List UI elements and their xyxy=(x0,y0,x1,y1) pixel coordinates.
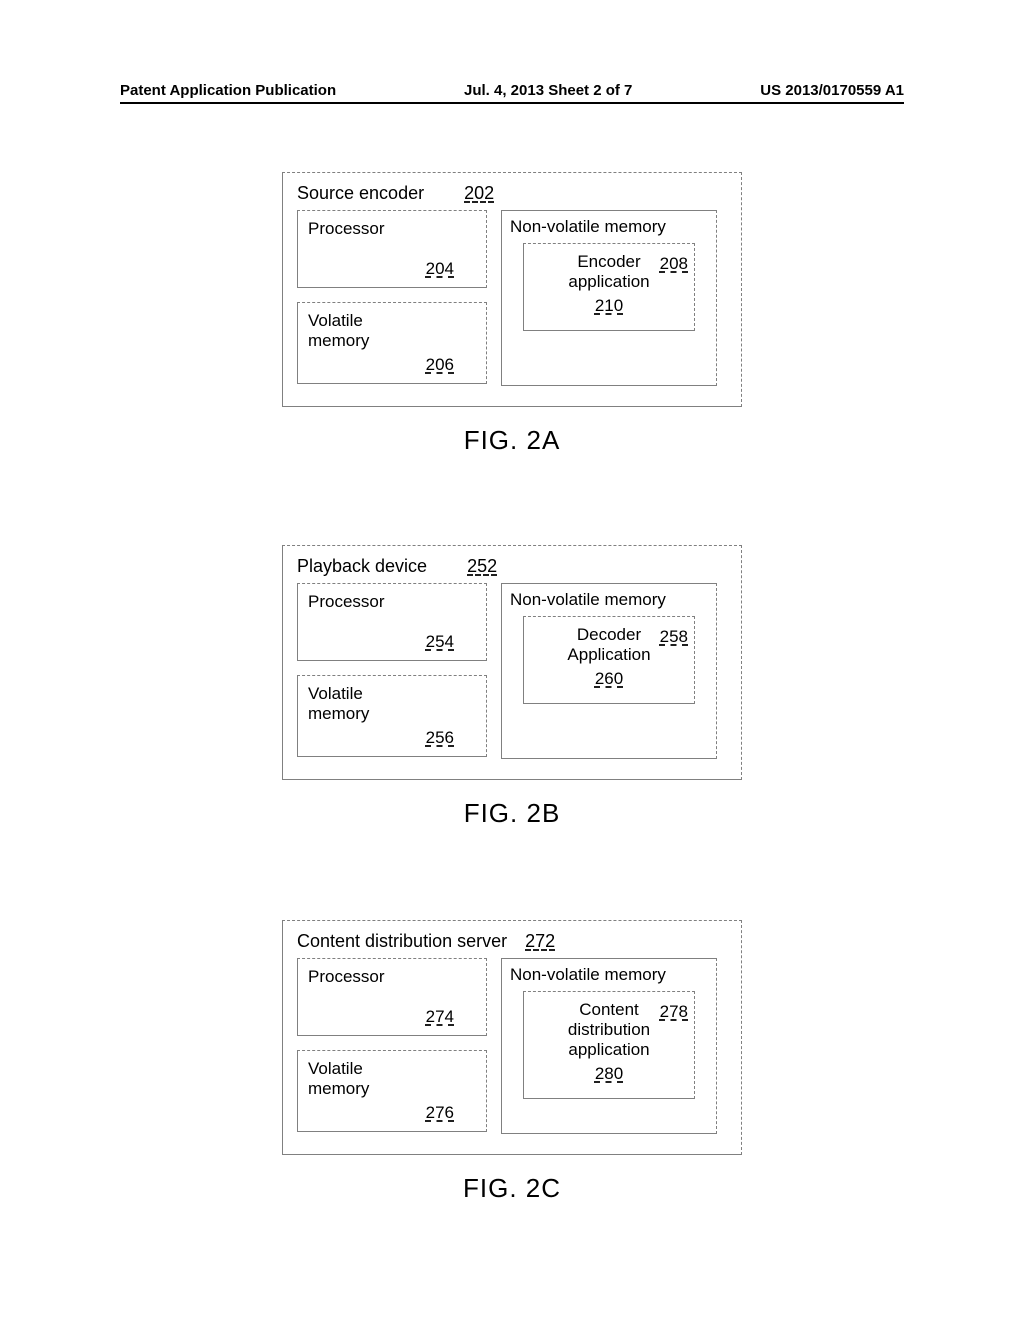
page-header: Patent Application Publication Jul. 4, 2… xyxy=(0,82,1024,99)
nvm-title: Non-volatile memory xyxy=(510,217,708,237)
nvm-ref: 208 xyxy=(660,254,688,274)
right-column: Non-volatile memory 208 Encoder applicat… xyxy=(501,210,717,386)
app-label: Content distribution application xyxy=(554,1000,664,1060)
nvm-title: Non-volatile memory xyxy=(510,590,708,610)
outer-title-text: Content distribution server xyxy=(297,931,507,952)
left-column: Processor 274 Volatile memory 276 xyxy=(297,958,487,1132)
outer-title: Content distribution server 272 xyxy=(297,931,727,952)
outer-title: Playback device 252 xyxy=(297,556,727,577)
processor-label: Processor xyxy=(308,219,476,239)
figure-2a: Source encoder 202 Processor 204 Volatil… xyxy=(0,172,1024,456)
left-column: Processor 254 Volatile memory 256 xyxy=(297,583,487,757)
figure-caption: FIG. 2C xyxy=(463,1173,561,1204)
app-label: Encoder application xyxy=(559,252,659,292)
processor-ref: 254 xyxy=(426,632,454,652)
nvm-ref: 278 xyxy=(660,1002,688,1022)
header-right: US 2013/0170559 A1 xyxy=(760,82,904,99)
outer-title-text: Playback device xyxy=(297,556,427,577)
volatile-label: Volatile memory xyxy=(308,684,398,724)
processor-box: Processor 254 xyxy=(297,583,487,661)
header-left: Patent Application Publication xyxy=(120,82,336,99)
processor-box: Processor 204 xyxy=(297,210,487,288)
patent-page: Patent Application Publication Jul. 4, 2… xyxy=(0,0,1024,1320)
figure-2b: Playback device 252 Processor 254 Volati… xyxy=(0,545,1024,829)
outer-ref: 202 xyxy=(464,183,494,204)
app-ref: 260 xyxy=(532,669,686,689)
nvm-box: Non-volatile memory 208 Encoder applicat… xyxy=(501,210,717,386)
outer-ref: 272 xyxy=(525,931,555,952)
volatile-memory-box: Volatile memory 206 xyxy=(297,302,487,384)
processor-ref: 204 xyxy=(426,259,454,279)
content-distribution-server-box: Content distribution server 272 Processo… xyxy=(282,920,742,1155)
processor-box: Processor 274 xyxy=(297,958,487,1036)
volatile-ref: 276 xyxy=(426,1103,454,1123)
nvm-title: Non-volatile memory xyxy=(510,965,708,985)
columns: Processor 274 Volatile memory 276 Non-vo… xyxy=(297,958,727,1134)
source-encoder-box: Source encoder 202 Processor 204 Volatil… xyxy=(282,172,742,407)
decoder-app-box: 258 Decoder Application 260 xyxy=(523,616,695,704)
processor-label: Processor xyxy=(308,592,476,612)
columns: Processor 204 Volatile memory 206 Non-vo… xyxy=(297,210,727,386)
nvm-ref: 258 xyxy=(660,627,688,647)
volatile-label: Volatile memory xyxy=(308,311,398,351)
processor-label: Processor xyxy=(308,967,476,987)
volatile-memory-box: Volatile memory 256 xyxy=(297,675,487,757)
app-label: Decoder Application xyxy=(559,625,659,665)
outer-title: Source encoder 202 xyxy=(297,183,727,204)
figure-2c: Content distribution server 272 Processo… xyxy=(0,920,1024,1204)
outer-title-text: Source encoder xyxy=(297,183,424,204)
header-rule xyxy=(120,102,904,104)
volatile-label: Volatile memory xyxy=(308,1059,398,1099)
left-column: Processor 204 Volatile memory 206 xyxy=(297,210,487,384)
volatile-ref: 206 xyxy=(426,355,454,375)
playback-device-box: Playback device 252 Processor 254 Volati… xyxy=(282,545,742,780)
right-column: Non-volatile memory 278 Content distribu… xyxy=(501,958,717,1134)
app-ref: 280 xyxy=(532,1064,686,1084)
nvm-box: Non-volatile memory 278 Content distribu… xyxy=(501,958,717,1134)
volatile-ref: 256 xyxy=(426,728,454,748)
volatile-memory-box: Volatile memory 276 xyxy=(297,1050,487,1132)
columns: Processor 254 Volatile memory 256 Non-vo… xyxy=(297,583,727,759)
outer-ref: 252 xyxy=(467,556,497,577)
nvm-box: Non-volatile memory 258 Decoder Applicat… xyxy=(501,583,717,759)
figure-caption: FIG. 2B xyxy=(464,798,561,829)
content-distribution-app-box: 278 Content distribution application 280 xyxy=(523,991,695,1099)
header-center: Jul. 4, 2013 Sheet 2 of 7 xyxy=(464,82,632,99)
app-ref: 210 xyxy=(532,296,686,316)
figure-caption: FIG. 2A xyxy=(464,425,561,456)
encoder-app-box: 208 Encoder application 210 xyxy=(523,243,695,331)
right-column: Non-volatile memory 258 Decoder Applicat… xyxy=(501,583,717,759)
processor-ref: 274 xyxy=(426,1007,454,1027)
